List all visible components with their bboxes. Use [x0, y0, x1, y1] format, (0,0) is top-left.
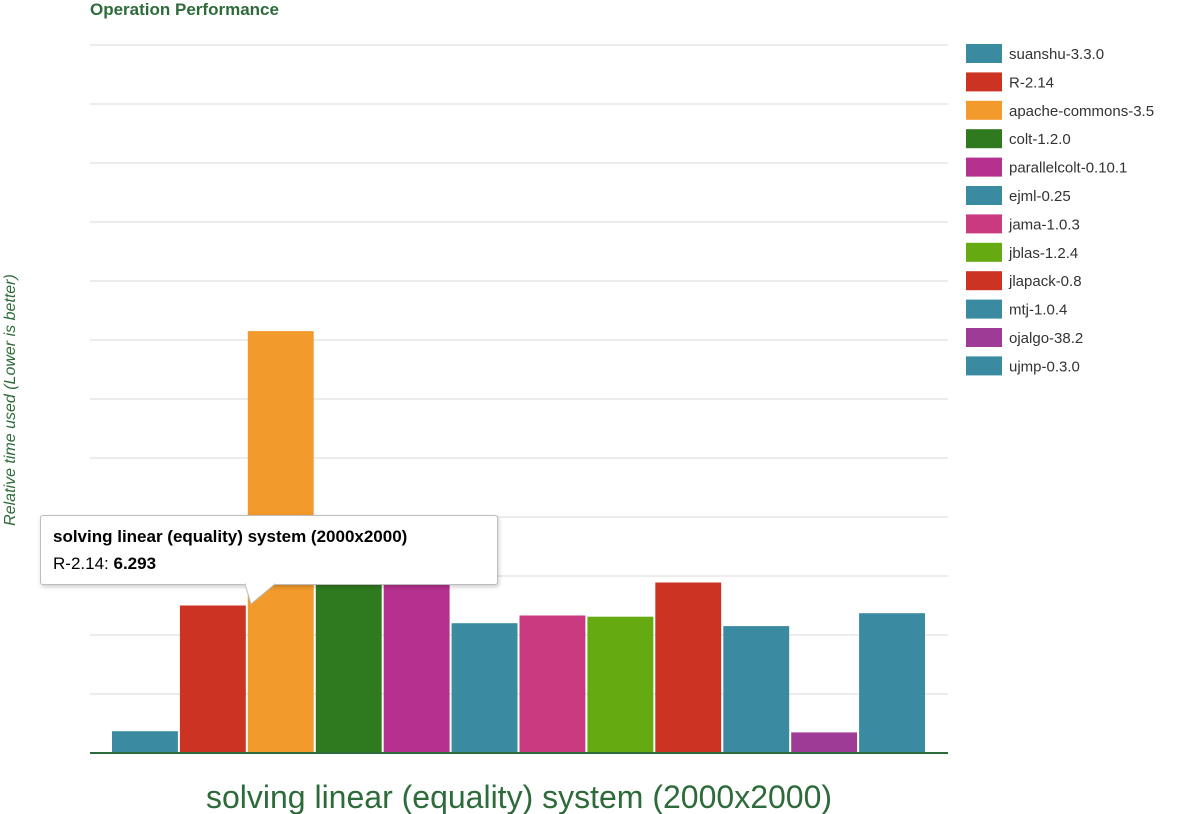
- tooltip-series: R-2.14: [53, 554, 105, 573]
- legend: suanshu-3.3.0 R-2.14 apache-commons-3.5 col…: [966, 44, 1154, 376]
- legend-swatch-jlapack-0.8[interactable]: [966, 271, 1002, 291]
- legend-swatch-R-2.14[interactable]: [966, 72, 1002, 92]
- bar-jlapack-0.8[interactable]: [655, 582, 722, 754]
- bar-ujmp-0.3.0[interactable]: [859, 613, 925, 753]
- y-axis-label: Relative time used (Lower is better): [2, 274, 19, 526]
- tooltip-colon: :: [104, 554, 114, 573]
- legend-label-apache-commons-3.5[interactable]: apache-commons-3.5: [1009, 103, 1154, 120]
- legend-label-R-2.14[interactable]: R-2.14: [1009, 74, 1054, 91]
- tooltip-title: solving linear (equality) system (2000x2…: [53, 527, 408, 546]
- legend-label-parallelcolt-0.10.1[interactable]: parallelcolt-0.10.1: [1009, 160, 1127, 177]
- legend-swatch-mtj-1.0.4[interactable]: [966, 299, 1002, 319]
- legend-swatch-colt-1.2.0[interactable]: [966, 129, 1002, 149]
- bar-colt-1.2.0[interactable]: [315, 584, 382, 753]
- legend-label-mtj-1.0.4[interactable]: mtj-1.0.4: [1009, 302, 1067, 319]
- legend-swatch-apache-commons-3.5[interactable]: [966, 100, 1002, 120]
- bar-parallelcolt-0.10.1[interactable]: [383, 584, 450, 753]
- chart-title: Operation Performance: [90, 0, 279, 19]
- legend-swatch-jblas-1.2.4[interactable]: [966, 242, 1002, 262]
- legend-swatch-ojalgo-38.2[interactable]: [966, 328, 1002, 347]
- legend-swatch-parallelcolt-0.10.1[interactable]: [966, 157, 1002, 177]
- bar-mtj-1.0.4[interactable]: [723, 626, 790, 753]
- tooltip-line: R-2.14: 6.293: [53, 554, 156, 574]
- legend-label-jama-1.0.3[interactable]: jama-1.0.3: [1008, 216, 1080, 233]
- legend-label-suanshu-3.3.0[interactable]: suanshu-3.3.0: [1009, 46, 1104, 63]
- bar-jblas-1.2.4[interactable]: [587, 616, 654, 753]
- legend-label-ujmp-0.3.0[interactable]: ujmp-0.3.0: [1009, 358, 1080, 375]
- bar-ojalgo-38.2[interactable]: [791, 732, 858, 753]
- legend-label-jlapack-0.8[interactable]: jlapack-0.8: [1008, 273, 1082, 290]
- legend-label-ejml-0.25[interactable]: ejml-0.25: [1009, 188, 1071, 205]
- x-category-label: solving linear (equality) system (2000x2…: [206, 779, 832, 814]
- legend-swatch-ujmp-0.3.0[interactable]: [966, 356, 1002, 376]
- tooltip: solving linear (equality) system (2000x2…: [40, 515, 498, 585]
- tooltip-pointer: [245, 583, 275, 605]
- tooltip-value: 6.293: [113, 554, 157, 573]
- legend-swatch-jama-1.0.3[interactable]: [966, 214, 1002, 234]
- legend-swatch-suanshu-3.3.0[interactable]: [966, 44, 1002, 63]
- bar-jama-1.0.3[interactable]: [519, 615, 586, 754]
- bar-suanshu-3.3.0[interactable]: [112, 731, 178, 753]
- legend-swatch-ejml-0.25[interactable]: [966, 186, 1002, 205]
- bar-ejml-0.25[interactable]: [451, 623, 518, 753]
- bar-R-2.14[interactable]: [179, 605, 246, 754]
- legend-label-colt-1.2.0[interactable]: colt-1.2.0: [1009, 131, 1071, 148]
- legend-label-ojalgo-38.2[interactable]: ojalgo-38.2: [1009, 330, 1083, 347]
- legend-label-jblas-1.2.4[interactable]: jblas-1.2.4: [1008, 245, 1078, 262]
